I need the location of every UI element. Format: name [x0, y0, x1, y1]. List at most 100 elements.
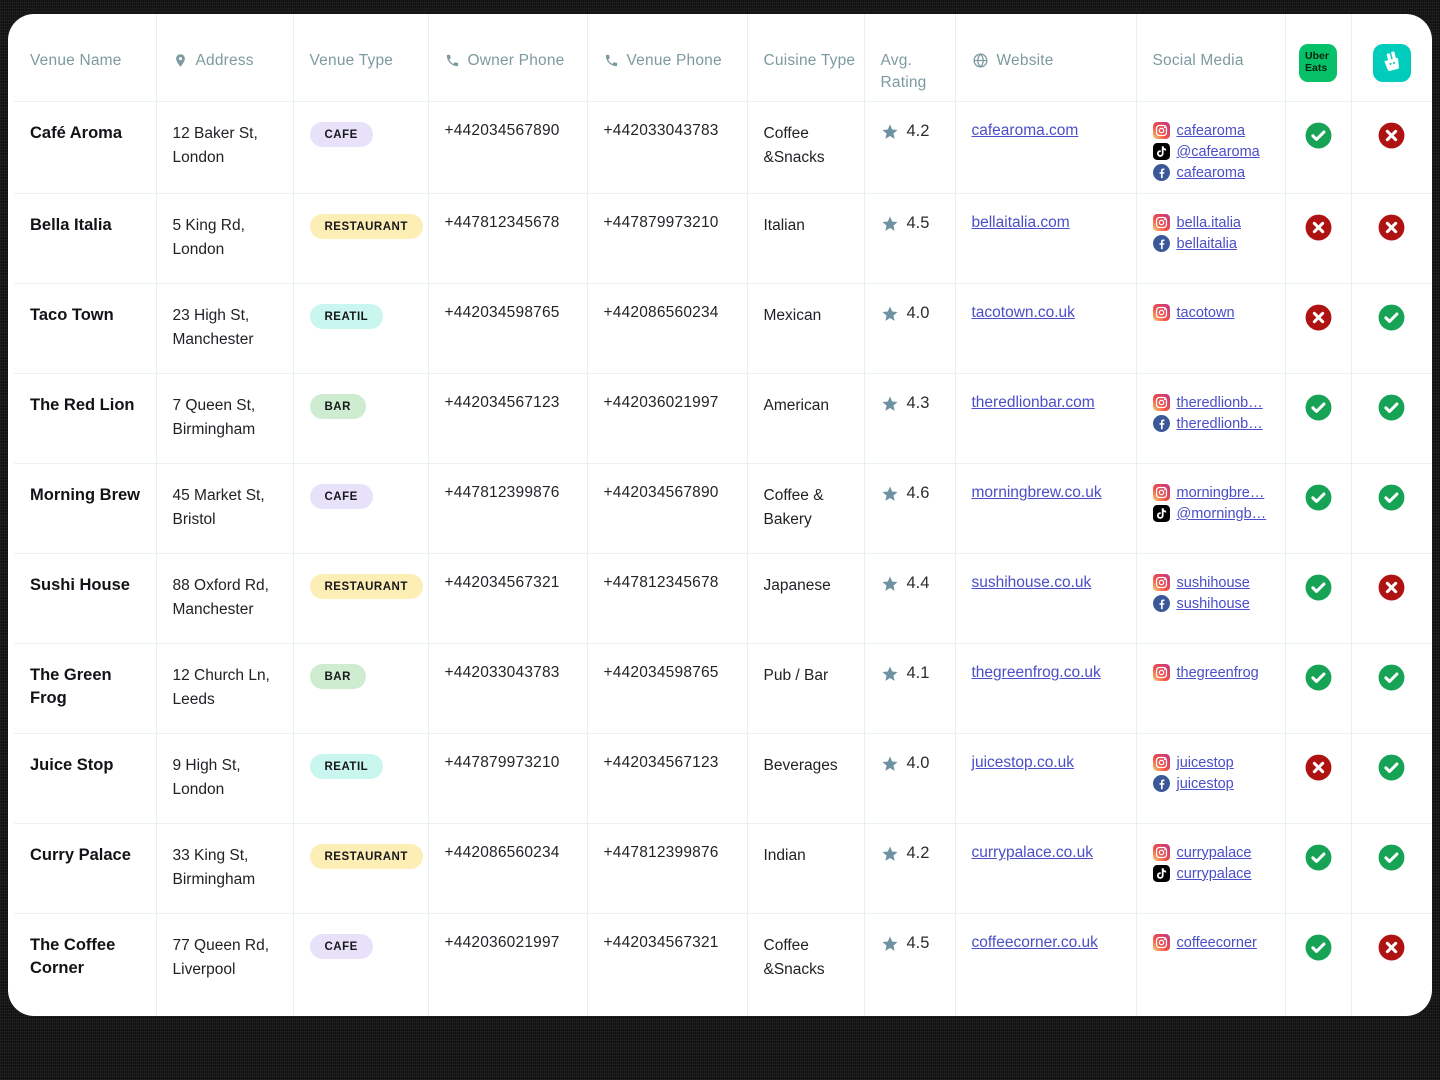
rating-value: 4.0: [906, 754, 930, 773]
social-media-cell: bella.italia bellaitalia: [1136, 193, 1286, 285]
table-row: Juice Stop 9 High St, London REATIL +447879…: [14, 733, 1432, 825]
column-label: Address: [195, 52, 254, 69]
venue-phone-cell: +442034598765: [587, 643, 748, 735]
phone-icon: [604, 53, 619, 68]
venue-name-cell: Bella Italia: [14, 193, 157, 285]
cuisine-cell: Italian: [747, 193, 865, 285]
social-media-cell: sushihouse sushihouse: [1136, 553, 1286, 645]
instagram-icon: [1152, 484, 1170, 502]
website-link[interactable]: currypalace.co.uk: [971, 844, 1093, 862]
venue-name-cell: The Green Frog: [14, 643, 157, 735]
facebook-icon: [1152, 164, 1170, 182]
website-link[interactable]: bellaitalia.com: [971, 214, 1070, 232]
cuisine-text: Japanese: [763, 577, 831, 595]
venue-name-cell: The Coffee Corner: [14, 913, 157, 1016]
check-icon: [1378, 304, 1405, 331]
social-link[interactable]: juicestop: [1176, 775, 1234, 792]
social-media-cell: thegreenfrog: [1136, 643, 1286, 735]
venues-table: Venue Name Address Venue Type Owner Phone Ve…: [14, 14, 1432, 1016]
social-link[interactable]: bella.italia: [1176, 214, 1242, 231]
website-cell: currypalace.co.uk: [955, 823, 1137, 915]
website-link[interactable]: theredlionbar.com: [971, 394, 1095, 412]
address-cell: 9 High St, London: [156, 733, 294, 825]
deliveroo-availability-cell: [1351, 914, 1432, 1016]
social-link[interactable]: cafearoma: [1176, 164, 1246, 181]
address-cell: 23 High St, Manchester: [156, 283, 294, 375]
venue-phone-text: +442086560234: [603, 304, 719, 322]
social-link[interactable]: bellaitalia: [1176, 235, 1237, 252]
cross-icon: [1378, 574, 1405, 601]
social-link[interactable]: morningbre…: [1176, 484, 1265, 501]
check-icon: [1305, 574, 1332, 601]
website-link[interactable]: cafearoma.com: [971, 122, 1079, 140]
venue-phone-cell: +447812399876: [587, 823, 748, 915]
rating-cell: 4.5: [864, 913, 956, 1016]
column-header-address: Address: [156, 14, 294, 103]
rating: 4.0: [881, 304, 943, 323]
cuisine-cell: Pub / Bar: [747, 643, 865, 735]
social-link[interactable]: juicestop: [1176, 754, 1234, 771]
social-media-cell: cafearoma @cafearoma cafearoma: [1136, 101, 1286, 195]
ubereats-logo-text: Eats: [1305, 62, 1328, 74]
social-link[interactable]: thegreenfrog: [1176, 664, 1259, 681]
star-icon: [881, 215, 899, 233]
venue-name: Café Aroma: [30, 124, 122, 143]
owner-phone-cell: +442086560234: [428, 823, 588, 915]
cuisine-cell: American: [747, 373, 865, 465]
social-link[interactable]: theredlionb…: [1176, 415, 1263, 432]
table-row: Taco Town 23 High St, Manchester REATIL +44…: [14, 283, 1432, 375]
phone-icon: [445, 53, 460, 68]
cuisine-cell: Japanese: [747, 553, 865, 645]
cross-icon: [1305, 754, 1332, 781]
venue-type-badge: CAFE: [309, 484, 373, 510]
rating-cell: 4.6: [864, 463, 956, 555]
website-link[interactable]: juicestop.co.uk: [971, 754, 1075, 772]
header-label-wrap: Avg. Rating: [881, 50, 947, 93]
owner-phone-text: +442034598765: [444, 304, 560, 322]
facebook-icon: [1152, 235, 1170, 253]
website-link[interactable]: thegreenfrog.co.uk: [971, 664, 1101, 682]
social-media-item: cafearoma: [1152, 164, 1273, 182]
social-link[interactable]: sushihouse: [1176, 595, 1250, 612]
rating: 4.4: [881, 574, 943, 593]
owner-phone-cell: +447812399876: [428, 463, 588, 555]
column-header-social: Social Media: [1136, 14, 1286, 103]
social-link[interactable]: currypalace: [1176, 865, 1252, 882]
table-header: Venue Name Address Venue Type Owner Phone Ve…: [14, 14, 1432, 103]
social-link[interactable]: @cafearoma: [1176, 143, 1260, 160]
social-media-item: sushihouse: [1152, 574, 1273, 592]
owner-phone-cell: +447812345678: [428, 193, 588, 285]
venue-name: Curry Palace: [30, 846, 131, 865]
website-link[interactable]: coffeecorner.co.uk: [971, 934, 1098, 952]
social-link[interactable]: @morningb…: [1176, 505, 1267, 522]
instagram-icon: [1152, 394, 1170, 412]
social-link[interactable]: theredlionb…: [1176, 394, 1263, 411]
venue-name-cell: The Red Lion: [14, 373, 157, 465]
ubereats-logo-text: Uber: [1305, 50, 1329, 63]
address-text: 7 Queen St, Birmingham: [172, 397, 256, 439]
social-link[interactable]: coffeecorner: [1176, 934, 1257, 951]
social-link[interactable]: tacotown: [1176, 304, 1235, 321]
venue-phone-cell: +447812345678: [587, 553, 748, 645]
social-media-item: juicestop: [1152, 754, 1273, 772]
social-link[interactable]: cafearoma: [1176, 122, 1246, 139]
instagram-icon: [1152, 844, 1170, 862]
social-media-item: @morningb…: [1152, 505, 1273, 523]
header-label-wrap: Cuisine Type: [764, 50, 856, 72]
website-link[interactable]: morningbrew.co.uk: [971, 484, 1102, 502]
social-media-cell: currypalace currypalace: [1136, 823, 1286, 915]
instagram-icon: [1152, 574, 1170, 592]
social-link[interactable]: sushihouse: [1176, 574, 1250, 591]
column-header-rating: Avg. Rating: [864, 14, 956, 103]
deliveroo-logo: [1372, 44, 1411, 82]
column-header-owner_phone: Owner Phone: [428, 14, 588, 103]
website-cell: sushihouse.co.uk: [955, 553, 1137, 645]
website-link[interactable]: tacotown.co.uk: [971, 304, 1075, 322]
rating: 4.2: [881, 122, 943, 141]
website-cell: bellaitalia.com: [955, 193, 1137, 285]
star-icon: [881, 395, 899, 413]
rating-cell: 4.2: [864, 823, 956, 915]
website-link[interactable]: sushihouse.co.uk: [971, 574, 1092, 592]
social-link[interactable]: currypalace: [1176, 844, 1252, 861]
website-cell: theredlionbar.com: [955, 373, 1137, 465]
